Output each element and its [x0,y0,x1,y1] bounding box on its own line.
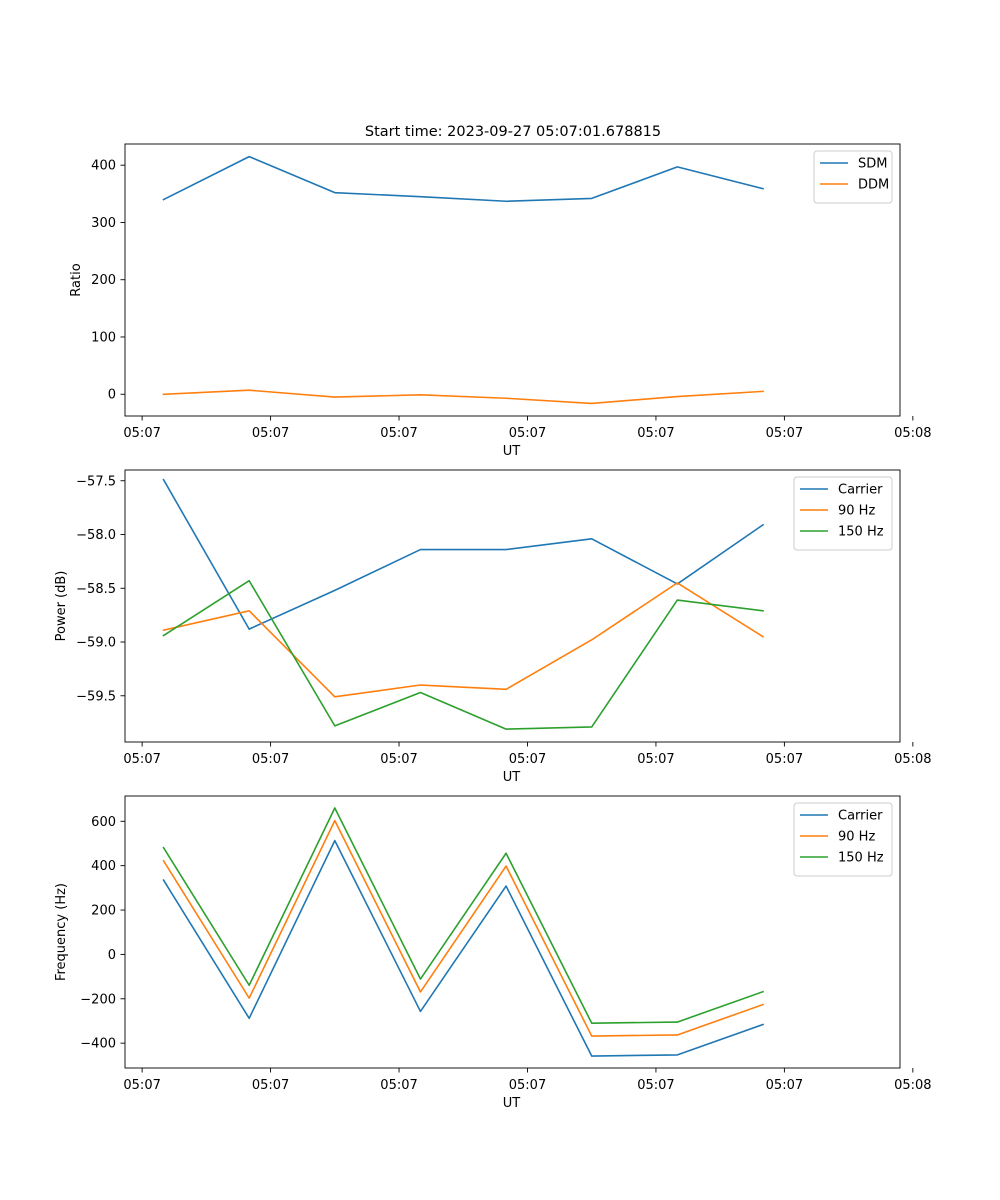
x-tick-label: 05:07 [123,1078,160,1093]
x-tick-label: 05:07 [252,1078,289,1093]
x-tick-label: 05:07 [637,752,674,767]
y-tick-label: 200 [91,273,116,288]
y-tick-label: 200 [91,904,116,919]
figure-title: Start time: 2023-09-27 05:07:01.678815 [365,124,661,140]
series-line-ddm [162,389,764,405]
series-line-90-hz [162,582,765,698]
legend: SDM DDM [813,150,893,204]
chart-panel-2: 05:07 05:07 05:07 05:07 05:07 05:07 05:08 UT −57… [54,469,932,785]
x-axis-label: UT [503,770,521,785]
x-tick-label: 05:07 [766,426,803,441]
y-tick-label: 400 [91,859,116,874]
axes-frame [124,143,901,417]
legend-label-90-hz: 90 Hz [838,830,875,845]
x-tick-label: 05:08 [894,752,931,767]
legend-label-150-hz: 150 Hz [838,525,884,540]
y-axis-label: Ratio [69,263,84,296]
y-tick-label: −59.5 [76,689,116,704]
axes-frame [124,795,901,1069]
x-tick-label: 05:07 [766,752,803,767]
x-tick-label: 05:07 [252,426,289,441]
x-tick-label: 05:07 [509,752,546,767]
series-line-carrier [162,839,765,1057]
y-tick-label: −59.0 [76,636,116,651]
x-tick-label: 05:08 [894,1078,931,1093]
y-tick-label: −200 [80,992,116,1007]
x-tick-label: 05:07 [637,1078,674,1093]
legend-label-sdm: SDM [858,157,887,172]
y-axis-label: Frequency (Hz) [54,883,69,981]
legend-label-ddm: DDM [858,178,889,193]
series-line-150-hz [162,579,764,730]
x-tick-label: 05:08 [894,426,931,441]
x-tick-label: 05:07 [123,426,160,441]
x-tick-label: 05:07 [380,426,417,441]
y-tick-label: −58.5 [76,582,116,597]
y-tick-label: 600 [91,815,116,830]
chart-panel-1: 05:07 05:07 05:07 05:07 05:07 05:07 05:08 UT 0 10… [69,143,932,459]
x-tick-label: 05:07 [766,1078,803,1093]
legend-label-90-hz: 90 Hz [838,504,875,519]
x-tick-label: 05:07 [123,752,160,767]
x-tick-label: 05:07 [380,752,417,767]
y-tick-label: 100 [91,330,116,345]
legend-box [813,150,893,204]
x-axis-label: UT [503,444,521,459]
x-tick-label: 05:07 [509,1078,546,1093]
chart-panels: 05:07 05:07 05:07 05:07 05:07 05:07 05:08 UT 0 10… [54,143,932,1111]
y-tick-label: 0 [108,948,116,963]
x-tick-label: 05:07 [380,1078,417,1093]
legend-label-carrier: Carrier [838,809,883,824]
series-line-carrier [162,478,765,630]
chart-panel-3: 05:07 05:07 05:07 05:07 05:07 05:07 05:08 UT 600… [54,795,932,1111]
x-axis-label: UT [503,1096,521,1111]
x-tick-label: 05:07 [637,426,674,441]
y-tick-label: −58.0 [76,528,116,543]
y-tick-label: −400 [80,1037,116,1052]
series-line-150-hz [162,807,765,1024]
y-tick-label: −57.5 [76,474,116,489]
legend: Carrier 90 Hz 150 Hz [793,476,893,551]
series-line-90-hz [162,819,765,1037]
y-tick-label: 300 [91,216,116,231]
y-axis-label: Power (dB) [54,571,69,642]
y-tick-label: 0 [108,388,116,403]
x-tick-label: 05:07 [252,752,289,767]
series-line-sdm [162,155,764,203]
x-tick-label: 05:07 [509,426,546,441]
legend-label-150-hz: 150 Hz [838,851,884,866]
axes-frame [124,469,901,743]
legend-label-carrier: Carrier [838,483,883,498]
legend: Carrier 90 Hz 150 Hz [793,802,893,877]
y-tick-label: 400 [91,159,116,174]
